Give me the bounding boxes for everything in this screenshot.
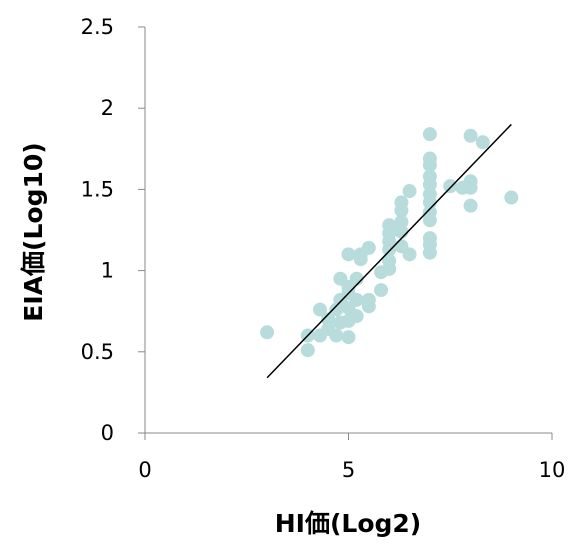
y-tick-label: 1.5 <box>81 177 114 201</box>
data-point <box>349 309 364 324</box>
data-point <box>382 218 397 233</box>
data-point <box>329 328 344 343</box>
x-tick-label: 0 <box>138 458 151 482</box>
data-point <box>402 184 417 199</box>
x-axis-title: HI価(Log2) <box>275 509 421 538</box>
data-point <box>321 312 336 327</box>
data-point <box>422 213 437 228</box>
data-point <box>394 224 409 239</box>
y-tick-label: 0 <box>101 421 114 445</box>
data-point <box>260 325 275 340</box>
data-point <box>422 245 437 260</box>
data-point <box>361 240 376 255</box>
data-point <box>463 128 478 143</box>
data-point <box>341 247 356 262</box>
data-point <box>361 299 376 314</box>
data-point <box>394 203 409 218</box>
data-point <box>341 330 356 345</box>
data-point <box>349 292 364 307</box>
data-point <box>374 283 389 298</box>
x-tick-label: 5 <box>342 458 355 482</box>
x-tick-label: 10 <box>539 458 566 482</box>
data-point <box>422 127 437 142</box>
data-point <box>504 190 519 205</box>
points-layer <box>260 127 519 358</box>
y-tick-label: 0.5 <box>81 340 114 364</box>
y-tick-label: 1 <box>101 259 114 283</box>
y-tick-label: 2 <box>101 96 114 120</box>
data-point <box>402 247 417 262</box>
axes-layer: 0 0.5 1 1.5 2 2.5 0 5 10 <box>81 15 566 482</box>
data-point <box>422 177 437 192</box>
data-point <box>382 253 397 268</box>
data-point <box>463 180 478 195</box>
data-point <box>394 214 409 229</box>
data-point <box>313 302 328 317</box>
data-point <box>422 158 437 173</box>
data-point <box>443 179 458 194</box>
data-point <box>300 343 315 358</box>
data-point <box>475 135 490 150</box>
y-tick-label: 2.5 <box>81 15 114 39</box>
data-point <box>463 198 478 213</box>
y-axis-title: EIA価(Log10) <box>19 142 48 321</box>
data-point <box>349 271 364 286</box>
trendline <box>266 123 512 379</box>
